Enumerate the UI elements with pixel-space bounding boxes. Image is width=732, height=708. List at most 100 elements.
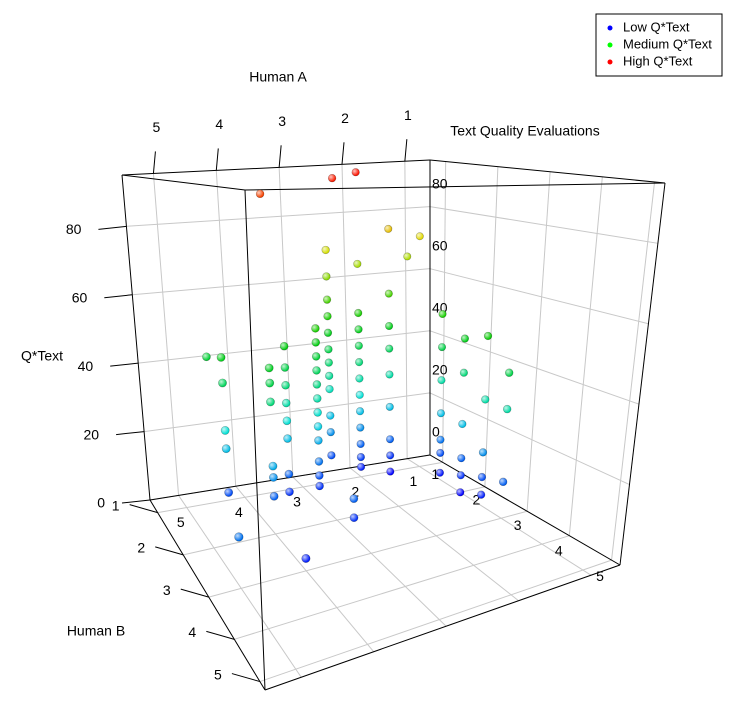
z-tick: [121, 499, 151, 504]
point-shine: [312, 380, 321, 389]
y-tick: [180, 588, 209, 598]
point-shine: [385, 370, 394, 379]
legend-label: Low Q*Text: [623, 19, 690, 34]
point-shine: [456, 471, 465, 480]
point-shine: [416, 232, 424, 240]
point-shine: [458, 420, 467, 428]
y-tick-label-inner: 4: [555, 543, 563, 559]
grid-line: [406, 458, 592, 576]
grid-line: [208, 510, 528, 598]
box-edge: [264, 564, 621, 691]
z-tick: [116, 431, 145, 436]
legend-label: High Q*Text: [623, 53, 693, 68]
point-shine: [355, 358, 363, 366]
point-shine: [355, 341, 363, 350]
box-edge: [244, 189, 266, 691]
y-tick-label-inner: 3: [514, 517, 522, 533]
point-shine: [224, 488, 233, 497]
point-shine: [312, 366, 321, 375]
point-shine: [266, 397, 275, 407]
x-tick-label-inner: 5: [177, 514, 185, 530]
point-shine: [268, 462, 278, 471]
point-shine: [321, 246, 330, 254]
y-tick: [155, 546, 184, 556]
point-shine: [437, 376, 446, 384]
point-shine: [324, 358, 333, 367]
z-tick-label: 40: [78, 358, 94, 374]
grid-line: [292, 476, 447, 627]
point-shine: [436, 469, 444, 477]
point-shine: [505, 368, 514, 377]
point-shine: [322, 272, 331, 281]
point-shine: [386, 435, 394, 443]
y-tick: [231, 673, 261, 683]
z-tick-label: 60: [72, 289, 88, 305]
x-tick: [152, 151, 156, 174]
z-tick-label: 80: [66, 221, 82, 237]
point-shine: [384, 225, 392, 233]
point-shine: [461, 334, 469, 343]
point-shine: [357, 453, 365, 461]
point-shine: [324, 328, 332, 337]
point-shine: [355, 374, 364, 383]
y-axis-title: Human B: [67, 623, 125, 639]
legend-box: [595, 13, 723, 77]
point-shine: [438, 310, 447, 318]
point-shine: [351, 168, 360, 176]
point-shine: [282, 399, 291, 408]
point-shine: [354, 309, 363, 317]
point-shine: [385, 289, 393, 298]
point-shine: [281, 381, 290, 390]
z-tick-label-inner: 60: [432, 237, 448, 253]
point-shine: [265, 363, 274, 373]
grid: [126, 161, 658, 683]
point-shine: [314, 436, 323, 445]
grid-line: [183, 486, 485, 556]
point-shine: [457, 454, 466, 462]
x-tick: [341, 142, 345, 165]
y-tick-label-inner: 2: [473, 492, 481, 508]
legend: Low Q*Text Medium Q*Text High Q*Text: [595, 13, 723, 77]
point-shine: [499, 477, 508, 486]
y-tick: [129, 504, 158, 514]
grid-line: [429, 268, 649, 325]
point-shine: [323, 312, 332, 321]
grid-line: [526, 171, 551, 512]
point-shine: [385, 344, 394, 353]
legend-label: Medium Q*Text: [623, 36, 712, 51]
box-edge: [149, 499, 266, 691]
y-tick-label-inner: 5: [596, 568, 604, 584]
point-shine: [312, 352, 321, 361]
point-shine: [301, 554, 311, 563]
y-tick-label: 3: [163, 582, 171, 598]
point-shine: [353, 260, 362, 268]
point-shine: [436, 435, 445, 444]
point-shine: [478, 473, 486, 481]
x-tick: [215, 148, 219, 171]
x-tick-label: 5: [153, 119, 161, 135]
grid-line: [404, 161, 408, 459]
point-shine: [403, 252, 411, 261]
grid-line: [126, 206, 431, 227]
y-tick-label: 5: [214, 666, 222, 682]
box: [121, 159, 666, 691]
x-tick-label-inner: 3: [293, 494, 301, 510]
box-edge: [121, 174, 246, 191]
grid-line: [215, 170, 237, 487]
point-shine: [385, 322, 393, 330]
point-shine: [328, 174, 336, 182]
point-shine: [284, 470, 293, 479]
z-tick-label: 20: [84, 426, 100, 442]
y-tick-label-inner: 1: [431, 466, 439, 482]
grid-line: [259, 559, 612, 683]
point-shine: [311, 338, 320, 347]
x-tick: [404, 139, 408, 162]
point-shine: [357, 463, 365, 471]
x-tick-label: 4: [215, 116, 223, 132]
y-tick-label: 1: [112, 497, 120, 513]
point-shine: [256, 189, 264, 198]
grid-line: [152, 173, 180, 496]
grid-line: [157, 461, 443, 514]
